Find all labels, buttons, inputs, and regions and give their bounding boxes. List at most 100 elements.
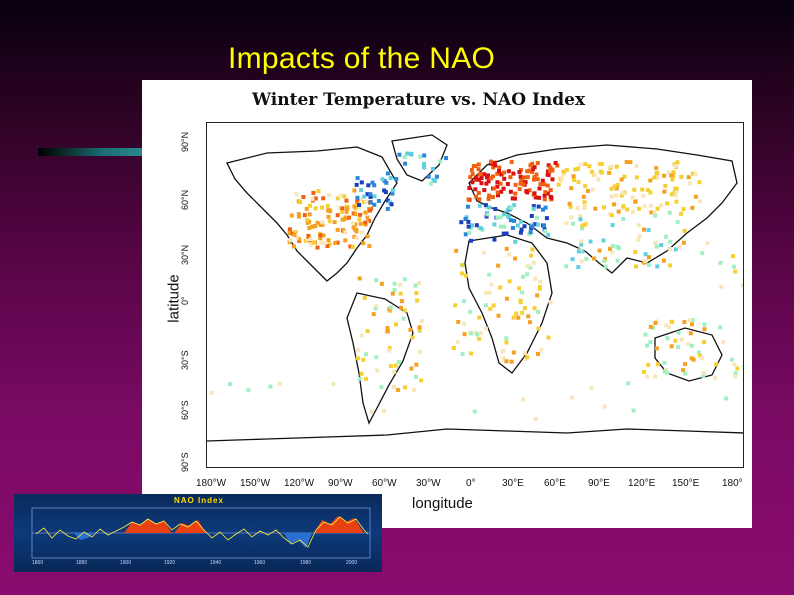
station-marker — [365, 329, 370, 334]
station-marker — [702, 340, 707, 344]
station-marker — [546, 335, 551, 340]
station-marker — [394, 322, 398, 327]
station-marker — [502, 212, 506, 217]
station-marker — [564, 167, 569, 172]
station-marker — [372, 194, 377, 199]
station-marker — [331, 382, 336, 386]
station-marker — [731, 254, 735, 259]
station-marker — [596, 177, 601, 182]
station-marker — [527, 168, 532, 173]
station-marker — [419, 378, 424, 383]
station-marker — [398, 291, 403, 296]
station-marker — [366, 183, 371, 188]
station-marker — [491, 303, 496, 308]
station-marker — [431, 177, 436, 182]
station-marker — [537, 285, 542, 289]
station-marker — [662, 173, 667, 178]
nao-index-inset: NAO Index 1860 1880 1900 1920 1940 1960 … — [14, 494, 382, 572]
station-marker — [308, 237, 313, 242]
station-marker — [610, 213, 614, 218]
x-tick-label: 180° — [722, 478, 743, 489]
station-marker — [653, 213, 658, 218]
station-marker — [470, 180, 475, 185]
station-marker — [335, 213, 340, 218]
station-marker — [701, 373, 706, 378]
station-marker — [697, 353, 702, 358]
station-marker — [497, 169, 501, 173]
slide-title: Impacts of the NAO — [228, 42, 496, 75]
station-marker — [536, 204, 541, 209]
station-marker — [523, 357, 528, 362]
station-marker — [463, 273, 468, 278]
station-marker — [570, 257, 575, 262]
station-marker — [402, 308, 407, 313]
station-marker — [511, 315, 516, 320]
station-marker — [529, 253, 534, 258]
station-marker — [492, 160, 497, 165]
station-marker — [702, 370, 706, 375]
station-marker — [681, 240, 686, 245]
station-marker — [655, 264, 660, 269]
station-marker — [646, 362, 651, 367]
x-tick-label: 150°E — [672, 478, 700, 489]
station-marker — [339, 210, 344, 214]
station-marker — [515, 223, 520, 228]
station-marker — [655, 362, 660, 367]
station-marker — [598, 169, 603, 174]
station-marker — [667, 210, 672, 215]
station-marker — [682, 228, 687, 233]
station-marker — [392, 384, 396, 389]
station-marker — [374, 278, 379, 283]
station-marker — [342, 194, 347, 199]
station-marker — [667, 325, 671, 330]
station-marker — [532, 175, 537, 180]
station-marker — [298, 200, 303, 205]
accent-bar — [38, 148, 144, 156]
coastline-africa — [464, 234, 553, 374]
station-marker — [495, 180, 500, 185]
station-marker — [530, 224, 535, 229]
station-marker — [504, 231, 509, 236]
station-marker — [327, 193, 331, 198]
station-marker — [461, 299, 466, 304]
station-marker — [601, 238, 606, 243]
station-marker — [479, 176, 484, 181]
station-marker — [536, 351, 540, 356]
station-marker — [469, 351, 473, 356]
station-marker — [659, 203, 664, 208]
station-marker — [645, 374, 650, 379]
station-marker — [718, 325, 723, 330]
station-marker — [387, 348, 392, 353]
station-marker — [662, 189, 667, 194]
world-map — [207, 134, 743, 442]
station-marker — [398, 282, 402, 287]
station-marker — [648, 178, 653, 183]
station-marker — [489, 161, 494, 166]
station-marker — [646, 188, 651, 193]
station-marker — [485, 212, 490, 217]
station-marker — [545, 191, 550, 196]
station-marker — [520, 310, 525, 315]
station-marker — [297, 237, 301, 242]
station-marker — [413, 283, 418, 288]
station-marker — [702, 327, 707, 332]
station-marker — [496, 263, 501, 268]
station-marker — [382, 408, 387, 413]
station-marker — [308, 243, 313, 248]
x-axis-label: longitude — [412, 495, 473, 512]
figure-title: Winter Temperature vs. NAO Index — [252, 90, 586, 110]
station-marker — [584, 256, 589, 261]
station-marker — [653, 374, 658, 379]
station-marker — [354, 236, 359, 240]
station-marker — [698, 199, 703, 204]
station-marker — [615, 244, 620, 249]
station-marker — [568, 204, 573, 209]
station-marker — [477, 336, 482, 341]
station-marker — [542, 223, 546, 228]
station-marker — [610, 244, 615, 249]
station-marker — [531, 204, 536, 209]
station-marker — [376, 199, 381, 203]
coastlines — [207, 134, 743, 442]
station-marker — [466, 204, 470, 209]
station-marker — [468, 226, 473, 230]
